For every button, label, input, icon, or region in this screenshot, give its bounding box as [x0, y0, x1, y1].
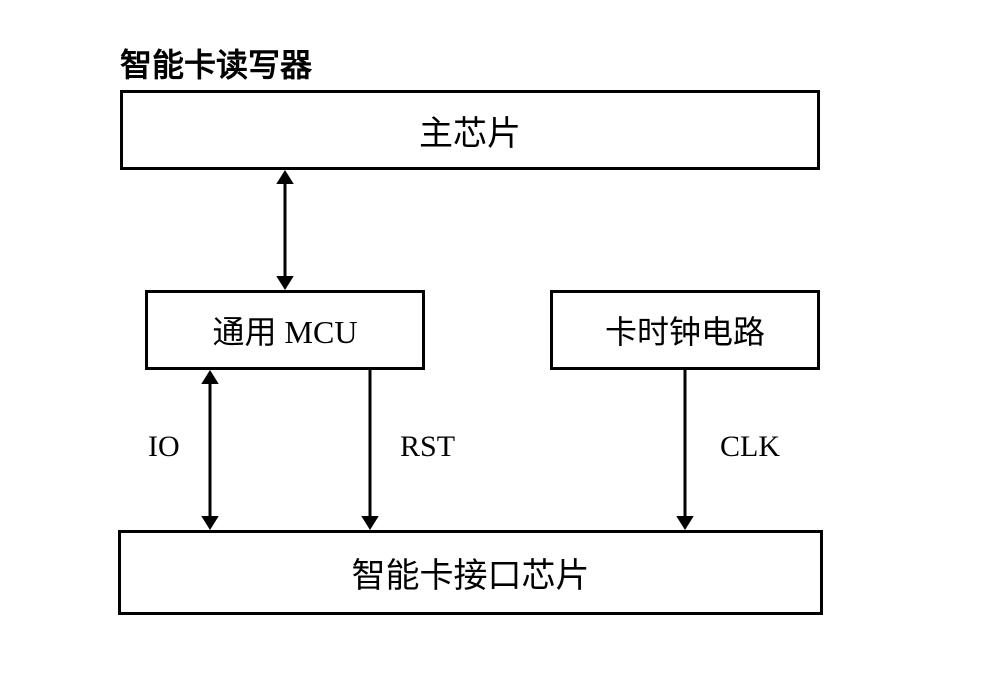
node-interface-label: 智能卡接口芯片	[352, 548, 590, 597]
node-main-chip: 主芯片	[120, 90, 820, 170]
node-clock-label: 卡时钟电路	[605, 307, 765, 353]
node-main-chip-label: 主芯片	[419, 106, 521, 155]
node-clock: 卡时钟电路	[550, 290, 820, 370]
diagram-canvas: 智能卡读写器 主芯片 通用 MCU 卡时钟电路 智能卡接口芯片 IO RST C…	[0, 0, 1008, 684]
node-mcu-label: 通用 MCU	[213, 307, 358, 353]
diagram-title: 智能卡读写器	[120, 40, 312, 86]
edge-label-rst: RST	[400, 430, 455, 464]
node-interface: 智能卡接口芯片	[118, 530, 823, 615]
node-mcu: 通用 MCU	[145, 290, 425, 370]
edge-label-clk: CLK	[720, 430, 780, 464]
edge-label-io: IO	[148, 430, 180, 464]
